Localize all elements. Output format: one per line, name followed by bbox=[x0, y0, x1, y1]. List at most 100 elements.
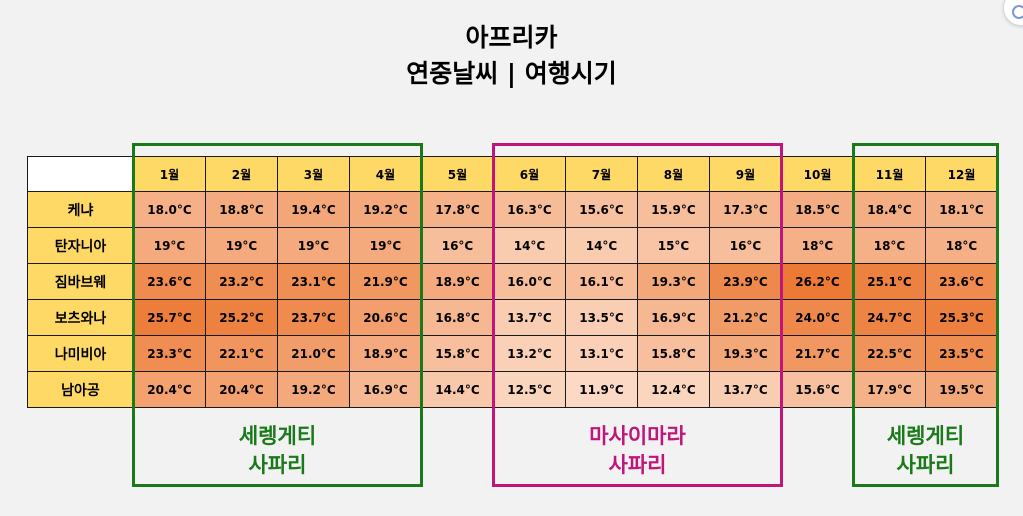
country-label: 남아공 bbox=[27, 371, 134, 408]
temperature-cell: 24.7°C bbox=[853, 299, 926, 336]
temperature-cell: 21.0°C bbox=[277, 335, 350, 372]
refresh-icon bbox=[1012, 5, 1023, 19]
temperature-cell: 19°C bbox=[133, 227, 206, 264]
country-label: 짐바브웨 bbox=[27, 263, 134, 300]
month-header: 7월 bbox=[565, 156, 638, 192]
temperature-cell: 18.5°C bbox=[781, 191, 854, 228]
temperature-cell: 16°C bbox=[709, 227, 782, 264]
table-row: 보츠와나 25.7°C 25.2°C 23.7°C 20.6°C 16.8°C 13.7°C… bbox=[27, 299, 998, 336]
temperature-cell: 16.0°C bbox=[493, 263, 566, 300]
temperature-cell: 18.4°C bbox=[853, 191, 926, 228]
temperature-cell: 14.4°C bbox=[421, 371, 494, 408]
temperature-cell: 13.2°C bbox=[493, 335, 566, 372]
temperature-cell: 15°C bbox=[637, 227, 710, 264]
month-header: 4월 bbox=[349, 156, 422, 192]
temperature-cell: 13.5°C bbox=[565, 299, 638, 336]
temperature-cell: 21.7°C bbox=[781, 335, 854, 372]
temperature-cell: 18°C bbox=[781, 227, 854, 264]
temperature-cell: 16.1°C bbox=[565, 263, 638, 300]
temperature-cell: 20.4°C bbox=[205, 371, 278, 408]
month-header: 1월 bbox=[133, 156, 206, 192]
country-label: 보츠와나 bbox=[27, 299, 134, 336]
temperature-cell: 18.9°C bbox=[349, 335, 422, 372]
temperature-cell: 17.8°C bbox=[421, 191, 494, 228]
temperature-cell: 13.1°C bbox=[565, 335, 638, 372]
month-header: 11월 bbox=[853, 156, 926, 192]
corner-cell bbox=[27, 156, 134, 192]
temperature-cell: 25.3°C bbox=[925, 299, 998, 336]
temperature-cell: 19.2°C bbox=[277, 371, 350, 408]
month-header: 3월 bbox=[277, 156, 350, 192]
page-title: 아프리카 bbox=[465, 23, 558, 52]
temperature-cell: 16.9°C bbox=[349, 371, 422, 408]
month-header: 8월 bbox=[637, 156, 710, 192]
temperature-cell: 25.1°C bbox=[853, 263, 926, 300]
temperature-cell: 18.9°C bbox=[421, 263, 494, 300]
temperature-cell: 16°C bbox=[421, 227, 494, 264]
temperature-cell: 17.3°C bbox=[709, 191, 782, 228]
temperature-cell: 18.1°C bbox=[925, 191, 998, 228]
temperature-cell: 19.2°C bbox=[349, 191, 422, 228]
temperature-cell: 16.3°C bbox=[493, 191, 566, 228]
month-header-row: 1월 2월 3월 4월 5월 6월 7월 8월 9월 10월 11월 12월 bbox=[27, 156, 998, 192]
temperature-cell: 18.0°C bbox=[133, 191, 206, 228]
country-label: 나미비아 bbox=[27, 335, 134, 372]
temperature-cell: 22.1°C bbox=[205, 335, 278, 372]
temperature-cell: 13.7°C bbox=[709, 371, 782, 408]
temperature-cell: 18°C bbox=[925, 227, 998, 264]
month-header: 10월 bbox=[781, 156, 854, 192]
temperature-cell: 24.0°C bbox=[781, 299, 854, 336]
temperature-cell: 23.7°C bbox=[277, 299, 350, 336]
temperature-cell: 15.9°C bbox=[637, 191, 710, 228]
temperature-cell: 19.3°C bbox=[709, 335, 782, 372]
temperature-cell: 19.3°C bbox=[637, 263, 710, 300]
highlight-label-line1: 세렝게티 bbox=[238, 424, 317, 448]
temperature-cell: 19°C bbox=[349, 227, 422, 264]
table-row: 나미비아 23.3°C 22.1°C 21.0°C 18.9°C 15.8°C 13.2°C… bbox=[27, 335, 998, 372]
temperature-cell: 21.2°C bbox=[709, 299, 782, 336]
highlight-label-line2: 사파리 bbox=[608, 453, 667, 477]
country-label: 탄자니아 bbox=[27, 227, 134, 264]
month-header: 9월 bbox=[709, 156, 782, 192]
temperature-cell: 11.9°C bbox=[565, 371, 638, 408]
temperature-cell: 12.5°C bbox=[493, 371, 566, 408]
temperature-cell: 19.5°C bbox=[925, 371, 998, 408]
highlight-label: 마사이마라 사파리 bbox=[492, 422, 783, 480]
temperature-cell: 25.7°C bbox=[133, 299, 206, 336]
temperature-cell: 23.3°C bbox=[133, 335, 206, 372]
temperature-cell: 20.4°C bbox=[133, 371, 206, 408]
month-header: 6월 bbox=[493, 156, 566, 192]
temperature-cell: 23.6°C bbox=[925, 263, 998, 300]
temperature-cell: 19°C bbox=[277, 227, 350, 264]
temperature-cell: 15.6°C bbox=[565, 191, 638, 228]
temperature-cell: 19.4°C bbox=[277, 191, 350, 228]
month-header: 12월 bbox=[925, 156, 998, 192]
temperature-cell: 19°C bbox=[205, 227, 278, 264]
temperature-cell: 23.5°C bbox=[925, 335, 998, 372]
temperature-cell: 16.8°C bbox=[421, 299, 494, 336]
table-row: 케냐 18.0°C 18.8°C 19.4°C 19.2°C 17.8°C 16.3°C 15… bbox=[27, 191, 998, 228]
temperature-cell: 23.9°C bbox=[709, 263, 782, 300]
temperature-cell: 15.8°C bbox=[421, 335, 494, 372]
table-row: 남아공 20.4°C 20.4°C 19.2°C 16.9°C 14.4°C 12.5°C 1… bbox=[27, 371, 998, 408]
temperature-cell: 12.4°C bbox=[637, 371, 710, 408]
temperature-cell: 15.6°C bbox=[781, 371, 854, 408]
temperature-cell: 13.7°C bbox=[493, 299, 566, 336]
temperature-cell: 22.5°C bbox=[853, 335, 926, 372]
temperature-cell: 23.6°C bbox=[133, 263, 206, 300]
temperature-cell: 23.2°C bbox=[205, 263, 278, 300]
table-row: 짐바브웨 23.6°C 23.2°C 23.1°C 21.9°C 18.9°C 16.0°C… bbox=[27, 263, 998, 300]
table-row: 탄자니아 19°C 19°C 19°C 19°C 16°C 14°C 14°C 15°C 16°C… bbox=[27, 227, 998, 264]
temperature-cell: 20.6°C bbox=[349, 299, 422, 336]
country-label: 케냐 bbox=[27, 191, 134, 228]
temperature-cell: 14°C bbox=[493, 227, 566, 264]
highlight-label-line1: 세렝게티 bbox=[886, 424, 965, 448]
highlight-label-line2: 사파리 bbox=[896, 453, 955, 477]
temperature-cell: 14°C bbox=[565, 227, 638, 264]
temperature-cell: 16.9°C bbox=[637, 299, 710, 336]
highlight-label-line2: 사파리 bbox=[248, 453, 307, 477]
temperature-cell: 17.9°C bbox=[853, 371, 926, 408]
temperature-cell: 15.8°C bbox=[637, 335, 710, 372]
